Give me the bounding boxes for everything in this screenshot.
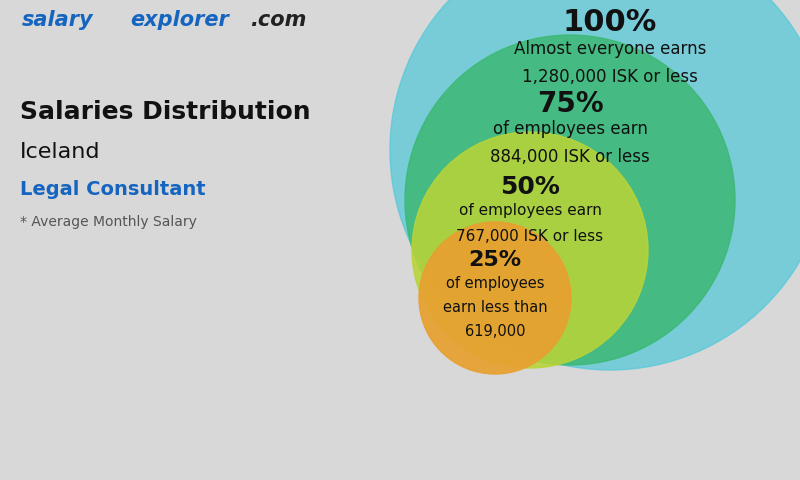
Text: earn less than: earn less than bbox=[442, 300, 547, 315]
Text: * Average Monthly Salary: * Average Monthly Salary bbox=[20, 215, 197, 229]
Text: 884,000 ISK or less: 884,000 ISK or less bbox=[490, 148, 650, 166]
Text: 100%: 100% bbox=[563, 8, 657, 37]
Text: Legal Consultant: Legal Consultant bbox=[20, 180, 206, 199]
Text: of employees: of employees bbox=[446, 276, 544, 291]
Text: Iceland: Iceland bbox=[20, 142, 101, 162]
Text: 767,000 ISK or less: 767,000 ISK or less bbox=[457, 229, 603, 244]
Text: Almost everyone earns: Almost everyone earns bbox=[514, 40, 706, 58]
Text: .com: .com bbox=[250, 10, 306, 30]
Circle shape bbox=[390, 0, 800, 370]
Text: Salaries Distribution: Salaries Distribution bbox=[20, 100, 310, 124]
Text: 50%: 50% bbox=[500, 175, 560, 199]
Text: of employees earn: of employees earn bbox=[458, 203, 602, 218]
Circle shape bbox=[419, 222, 571, 374]
Text: 1,280,000 ISK or less: 1,280,000 ISK or less bbox=[522, 68, 698, 86]
Text: 619,000: 619,000 bbox=[465, 324, 526, 339]
Circle shape bbox=[405, 35, 735, 365]
Text: 75%: 75% bbox=[537, 90, 603, 118]
Circle shape bbox=[412, 132, 648, 368]
Text: explorer: explorer bbox=[130, 10, 229, 30]
Text: salary: salary bbox=[22, 10, 94, 30]
Text: of employees earn: of employees earn bbox=[493, 120, 647, 138]
Text: 25%: 25% bbox=[469, 250, 522, 270]
